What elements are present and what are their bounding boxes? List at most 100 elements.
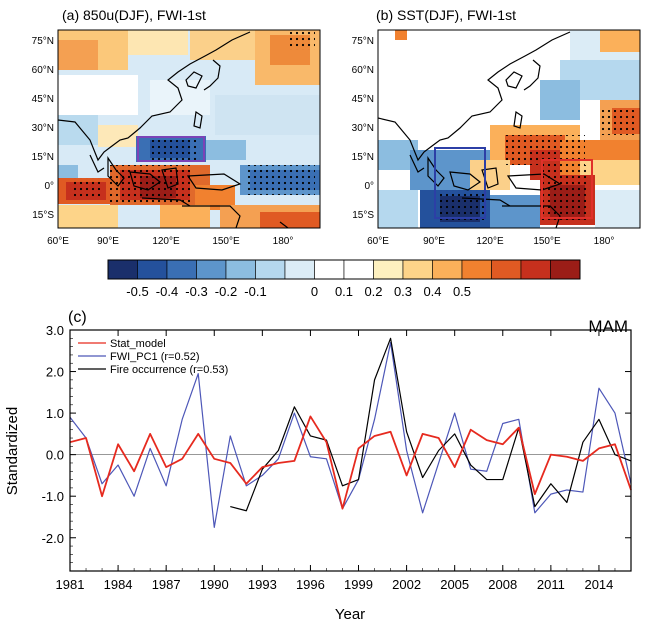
- colorbar-label: -0.4: [156, 284, 178, 299]
- chart-series: [69, 337, 632, 528]
- lat-label: 60°N: [32, 65, 54, 76]
- y-tick-label: 2.0: [46, 365, 64, 380]
- colorbar-label: -0.3: [185, 284, 207, 299]
- x-tick-label: 1999: [344, 577, 373, 592]
- colorbar-label: -0.2: [215, 284, 237, 299]
- lon-label: 180°: [594, 236, 615, 247]
- panel-c-label: (c): [68, 309, 87, 326]
- lon-label: 90°E: [423, 236, 445, 247]
- x-tick-label: 1984: [104, 577, 133, 592]
- colorbar-label: -0.5: [126, 284, 148, 299]
- panel-b-lon-labels: 60°E 90°E 120°E 150°E 180°: [367, 236, 614, 247]
- lat-label: 75°N: [32, 36, 54, 47]
- lat-label: 15°S: [32, 210, 54, 221]
- y-tick-label: 0.0: [46, 448, 64, 463]
- lon-label: 120°E: [476, 236, 504, 247]
- colorbar-label: 0.1: [335, 284, 353, 299]
- colorbar-cell: [225, 259, 256, 280]
- legend-label-fwi-pc1: FWI_PC1 (r=0.52): [110, 351, 200, 363]
- x-tick-label: 1990: [200, 577, 229, 592]
- lat-label: 0°: [364, 181, 374, 192]
- panel-a-lat-labels: 75°N 60°N 45°N 30°N 15°N 0° 15°S: [32, 36, 55, 221]
- y-axis-label: Standardized: [4, 407, 21, 495]
- colorbar-label: 0.2: [364, 284, 382, 299]
- colorbar-cell: [107, 259, 138, 280]
- panel-c: (c) MAM Standardized Year 3.0 2.0 1.0 0.0 -1…: [4, 309, 632, 623]
- colorbar-cell: [373, 259, 404, 280]
- lon-label: 150°E: [212, 236, 240, 247]
- colorbar-cell: [166, 259, 197, 280]
- chart-title: MAM: [588, 317, 628, 336]
- colorbar-frame: [107, 259, 581, 280]
- legend: Stat_model FWI_PC1 (r=0.52) Fire occurre…: [78, 338, 228, 376]
- y-tick-label: -2.0: [42, 531, 64, 546]
- panel-b-title: (b) SST(DJF), FWI-1st: [376, 7, 516, 23]
- lat-label: 45°N: [32, 94, 54, 105]
- x-tick-label: 2014: [584, 577, 613, 592]
- colorbar-cell: [314, 259, 345, 280]
- colorbar-cell: [461, 259, 492, 280]
- colorbar-label: 0.5: [453, 284, 471, 299]
- lat-label: 75°N: [352, 36, 374, 47]
- y-tick-label: 1.0: [46, 406, 64, 421]
- colorbar: [107, 259, 581, 280]
- colorbar-label: 0.3: [394, 284, 412, 299]
- colorbar-cell: [255, 259, 286, 280]
- lon-label: 60°E: [367, 236, 389, 247]
- x-tick-label: 2005: [440, 577, 469, 592]
- x-tick-label: 1996: [296, 577, 325, 592]
- lon-label: 60°E: [47, 236, 69, 247]
- lon-label: 90°E: [97, 236, 119, 247]
- panel-b-frame: [377, 29, 641, 229]
- lon-label: 150°E: [533, 236, 561, 247]
- series-fire-occurrence: [230, 337, 632, 512]
- plot-frame: [69, 329, 632, 572]
- legend-label-fire: Fire occurrence (r=0.53): [110, 364, 228, 376]
- y-tick-label: 3.0: [46, 323, 64, 338]
- colorbar-cell: [196, 259, 227, 280]
- panel-b: (b) SST(DJF), FWI-1st: [352, 7, 641, 247]
- colorbar-cell: [343, 259, 374, 280]
- chart-axes: 3.0 2.0 1.0 0.0 -1.0 -2.0 1981 1984 1987 1990 1993…: [42, 323, 632, 592]
- lat-label: 30°N: [32, 123, 54, 134]
- y-tick-label: -1.0: [42, 489, 64, 504]
- x-tick-label: 2011: [537, 577, 565, 592]
- panel-a-title: (a) 850u(DJF), FWI-1st: [62, 7, 206, 23]
- colorbar-label: 0: [311, 284, 318, 299]
- panel-b-field: [378, 30, 640, 228]
- colorbar-cell: [137, 259, 168, 280]
- colorbar-cell: [402, 259, 433, 280]
- x-tick-label: 2008: [488, 577, 517, 592]
- lat-label: 30°N: [352, 123, 374, 134]
- colorbar-label: -0.1: [244, 284, 266, 299]
- colorbar-label: 0.4: [423, 284, 441, 299]
- legend-label-stat-model: Stat_model: [110, 338, 166, 350]
- x-tick-label: 1987: [152, 577, 181, 592]
- lon-label: 180°: [273, 236, 294, 247]
- lat-label: 45°N: [352, 94, 374, 105]
- lat-label: 15°N: [352, 152, 374, 163]
- lat-label: 60°N: [352, 65, 374, 76]
- series-fwi-pc1: [69, 341, 632, 528]
- colorbar-cell: [432, 259, 463, 280]
- lat-label: 15°N: [32, 152, 54, 163]
- x-tick-label: 2002: [392, 577, 421, 592]
- lon-label: 120°E: [152, 236, 180, 247]
- x-tick-label: 1981: [56, 577, 85, 592]
- colorbar-cell: [550, 259, 581, 280]
- colorbar-labels: -0.5 -0.4 -0.3 -0.2 -0.1 0 0.1 0.2 0.3 0…: [126, 284, 471, 299]
- x-tick-label: 1993: [248, 577, 277, 592]
- lat-label: 15°S: [352, 210, 374, 221]
- colorbar-cell: [520, 259, 551, 280]
- x-axis-label: Year: [335, 606, 365, 623]
- panel-a: (a) 850u(DJF), FWI-1st: [32, 7, 321, 247]
- panel-b-lat-labels: 75°N 60°N 45°N 30°N 15°N 0° 15°S: [352, 36, 375, 221]
- lat-label: 0°: [44, 181, 54, 192]
- panel-a-lon-labels: 60°E 90°E 120°E 150°E 180°: [47, 236, 293, 247]
- colorbar-cell: [284, 259, 315, 280]
- panel-a-frame: [57, 29, 321, 229]
- colorbar-cell: [491, 259, 522, 280]
- series-stat-model: [69, 415, 632, 510]
- panel-a-field: [58, 30, 320, 228]
